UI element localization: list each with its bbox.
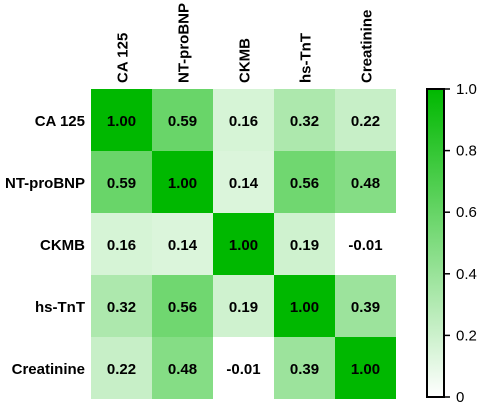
heatmap-cell [213, 89, 274, 151]
heatmap-cell [213, 275, 274, 337]
y-tick-label: CKMB [40, 237, 85, 254]
cell-value-label: -0.01 [226, 361, 260, 378]
x-tick-label: Creatinine [359, 10, 376, 83]
y-tick-label: hs-TnT [35, 299, 85, 316]
cell-value-label: 0.22 [107, 361, 136, 378]
colorbar-tick-label: 1.0 [456, 81, 477, 98]
heatmap-cell [152, 89, 213, 151]
colorbar-tick-label: 0.8 [456, 143, 477, 160]
heatmap-cell [274, 89, 335, 151]
heatmap-cells [91, 89, 396, 399]
heatmap-cell [274, 151, 335, 213]
heatmap-cell [91, 89, 152, 151]
cell-value-label: 0.32 [107, 299, 136, 316]
heatmap-cell [274, 213, 335, 275]
cell-value-label: 1.00 [351, 361, 380, 378]
heatmap-cell [335, 151, 396, 213]
heatmap-cell-labels: 1.00 0.59 0.16 0.32 0.22 0.59 1.00 0.14 0.56 0.48… [107, 113, 383, 378]
cell-value-label: 1.00 [107, 113, 136, 130]
cell-value-label: 0.16 [229, 113, 258, 130]
heatmap-cell [152, 337, 213, 399]
cell-value-label: 0.14 [229, 175, 259, 192]
x-axis-labels: CA 125 NT-proBNP CKMB hs-TnT Creatinine [115, 3, 376, 83]
colorbar-tick-label: 0.2 [456, 327, 477, 344]
heatmap-cell [91, 213, 152, 275]
heatmap-cell [213, 213, 274, 275]
cell-value-label: 0.59 [168, 113, 197, 130]
cell-value-label: 0.56 [290, 175, 319, 192]
x-tick-label: NT-proBNP [176, 3, 193, 83]
x-tick-label: CA 125 [115, 33, 132, 83]
cell-value-label: -0.01 [348, 237, 382, 254]
heatmap-cell [335, 337, 396, 399]
cell-value-label: 0.16 [107, 237, 136, 254]
x-tick-label: CKMB [237, 38, 254, 83]
heatmap-cell [274, 275, 335, 337]
cell-value-label: 0.59 [107, 175, 136, 192]
colorbar-tick-label: 0 [456, 389, 464, 406]
cell-value-label: 0.19 [290, 237, 319, 254]
colorbar-tick-label: 0.4 [456, 266, 477, 283]
heatmap-cell [274, 337, 335, 399]
colorbar: 0 0.2 0.4 0.6 0.8 1.0 [426, 81, 477, 406]
heatmap-cell [335, 275, 396, 337]
cell-value-label: 0.39 [351, 299, 380, 316]
y-tick-label: CA 125 [35, 113, 85, 130]
colorbar-tick-label: 0.6 [456, 204, 477, 221]
heatmap-cell [335, 213, 396, 275]
heatmap-cell [152, 151, 213, 213]
y-tick-label: NT-proBNP [5, 175, 85, 192]
heatmap-cell [91, 337, 152, 399]
x-tick-label: hs-TnT [298, 33, 315, 83]
y-axis-labels: CA 125 NT-proBNP CKMB hs-TnT Creatinine [5, 113, 85, 378]
heatmap-cell [91, 275, 152, 337]
colorbar-gradient [426, 88, 445, 398]
colorbar-ticks: 0 0.2 0.4 0.6 0.8 1.0 [444, 81, 477, 406]
cell-value-label: 1.00 [290, 299, 319, 316]
cell-value-label: 0.48 [168, 361, 197, 378]
cell-value-label: 1.00 [168, 175, 197, 192]
cell-value-label: 0.22 [351, 113, 380, 130]
cell-value-label: 0.14 [168, 237, 198, 254]
heatmap-cell [213, 151, 274, 213]
cell-value-label: 0.48 [351, 175, 380, 192]
y-tick-label: Creatinine [12, 361, 85, 378]
heatmap-cell [335, 89, 396, 151]
cell-value-label: 0.19 [229, 299, 258, 316]
cell-value-label: 0.56 [168, 299, 197, 316]
heatmap-cell [152, 275, 213, 337]
cell-value-label: 0.39 [290, 361, 319, 378]
cell-value-label: 0.32 [290, 113, 319, 130]
heatmap-cell [152, 213, 213, 275]
heatmap-cell [213, 337, 274, 399]
heatmap-cell [91, 151, 152, 213]
cell-value-label: 1.00 [229, 237, 258, 254]
